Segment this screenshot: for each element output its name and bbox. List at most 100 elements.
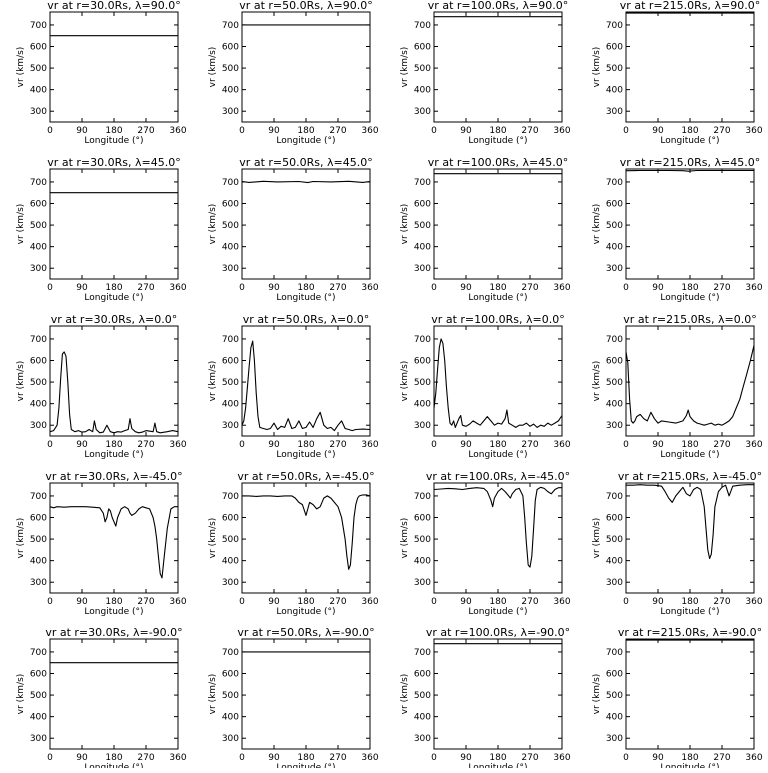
- x-tick-label: 90: [268, 126, 280, 136]
- panel-frame: [49, 325, 179, 437]
- x-tick-label: 0: [47, 283, 53, 293]
- panel-title: vr at r=50.0Rs, λ=90.0°: [239, 0, 372, 12]
- x-tick-label: 180: [105, 283, 122, 293]
- x-tick-label: 270: [713, 283, 730, 293]
- y-tick-label: 400: [30, 400, 47, 410]
- y-tick-label: 600: [30, 514, 47, 524]
- x-axis-label: Longitude (°): [468, 293, 527, 303]
- panel-frame: [49, 638, 179, 750]
- x-tick-label: 270: [713, 753, 730, 763]
- x-tick-label: 90: [652, 597, 664, 607]
- y-tick-label: 700: [30, 335, 47, 345]
- x-tick-label: 270: [329, 440, 346, 450]
- y-tick-label: 500: [414, 691, 431, 701]
- y-tick-label: 400: [606, 400, 623, 410]
- y-tick-label: 600: [606, 43, 623, 53]
- x-tick-label: 360: [169, 753, 186, 763]
- panel-title: vr at r=50.0Rs, λ=0.0°: [243, 313, 369, 326]
- y-tick-label: 600: [414, 357, 431, 367]
- y-tick-label: 400: [414, 713, 431, 723]
- x-axis-label: Longitude (°): [276, 293, 335, 303]
- y-tick-label: 300: [222, 578, 239, 588]
- x-tick-label: 270: [329, 126, 346, 136]
- y-axis-label: vr (km/s): [400, 361, 410, 402]
- x-tick-label: 90: [76, 283, 88, 293]
- series-line: [49, 506, 178, 579]
- x-tick-label: 90: [652, 440, 664, 450]
- y-tick-label: 700: [30, 178, 47, 188]
- x-tick-label: 180: [489, 440, 506, 450]
- y-tick-label: 600: [414, 200, 431, 210]
- panel-title: vr at r=50.0Rs, λ=-90.0°: [237, 626, 374, 639]
- x-tick-label: 270: [521, 753, 538, 763]
- x-tick-label: 180: [681, 597, 698, 607]
- x-tick-label: 360: [361, 753, 378, 763]
- x-tick-label: 360: [169, 283, 186, 293]
- y-tick-label: 700: [606, 21, 623, 31]
- y-axis-label: vr (km/s): [400, 518, 410, 559]
- y-tick-label: 600: [30, 670, 47, 680]
- y-tick-label: 600: [222, 200, 239, 210]
- panel-frame: [241, 11, 371, 123]
- y-tick-label: 600: [30, 43, 47, 53]
- x-tick-label: 180: [105, 440, 122, 450]
- x-tick-label: 90: [76, 753, 88, 763]
- y-tick-label: 600: [414, 670, 431, 680]
- y-tick-label: 600: [606, 514, 623, 524]
- x-tick-label: 90: [268, 440, 280, 450]
- panel-frame: [241, 482, 371, 594]
- x-tick-label: 270: [137, 597, 154, 607]
- panel-title: vr at r=30.0Rs, λ=-90.0°: [45, 626, 182, 639]
- y-tick-label: 400: [30, 86, 47, 96]
- x-tick-label: 360: [169, 597, 186, 607]
- y-tick-label: 400: [222, 713, 239, 723]
- y-tick-label: 300: [30, 264, 47, 274]
- y-tick-label: 500: [30, 64, 47, 74]
- y-axis-label: vr (km/s): [592, 204, 602, 245]
- x-tick-label: 180: [297, 440, 314, 450]
- y-tick-label: 700: [414, 178, 431, 188]
- y-tick-label: 700: [414, 648, 431, 658]
- x-tick-label: 180: [489, 126, 506, 136]
- panel-frame: [625, 638, 755, 750]
- y-axis-label: vr (km/s): [592, 47, 602, 88]
- y-axis-label: vr (km/s): [16, 674, 26, 715]
- panel-frame: [625, 482, 755, 594]
- x-tick-label: 90: [76, 126, 88, 136]
- y-tick-label: 400: [606, 713, 623, 723]
- panel-frame: [433, 11, 563, 123]
- x-axis-label: Longitude (°): [660, 763, 719, 768]
- y-axis-label: vr (km/s): [208, 518, 218, 559]
- y-tick-label: 500: [222, 691, 239, 701]
- y-tick-label: 700: [222, 21, 239, 31]
- x-tick-label: 360: [361, 597, 378, 607]
- x-tick-label: 0: [239, 440, 245, 450]
- y-axis-label: vr (km/s): [208, 361, 218, 402]
- x-tick-label: 360: [745, 126, 762, 136]
- x-tick-label: 0: [431, 753, 437, 763]
- panel-frame: [625, 11, 755, 123]
- y-tick-label: 300: [606, 264, 623, 274]
- x-tick-label: 180: [297, 283, 314, 293]
- y-tick-label: 400: [414, 557, 431, 567]
- x-tick-label: 0: [47, 753, 53, 763]
- y-tick-label: 400: [606, 243, 623, 253]
- x-tick-label: 90: [652, 126, 664, 136]
- x-tick-label: 270: [713, 440, 730, 450]
- y-tick-label: 400: [606, 557, 623, 567]
- x-tick-label: 0: [47, 597, 53, 607]
- y-tick-label: 700: [30, 648, 47, 658]
- y-tick-label: 500: [222, 535, 239, 545]
- y-axis-label: vr (km/s): [400, 204, 410, 245]
- y-tick-label: 700: [222, 492, 239, 502]
- panel-title: vr at r=215.0Rs, λ=-45.0°: [618, 470, 762, 483]
- y-tick-label: 700: [414, 21, 431, 31]
- y-tick-label: 300: [222, 107, 239, 117]
- y-tick-label: 500: [414, 535, 431, 545]
- x-tick-label: 90: [460, 126, 472, 136]
- x-tick-label: 180: [489, 753, 506, 763]
- y-tick-label: 400: [222, 243, 239, 253]
- x-tick-label: 360: [745, 597, 762, 607]
- x-tick-label: 90: [76, 597, 88, 607]
- y-tick-label: 500: [30, 691, 47, 701]
